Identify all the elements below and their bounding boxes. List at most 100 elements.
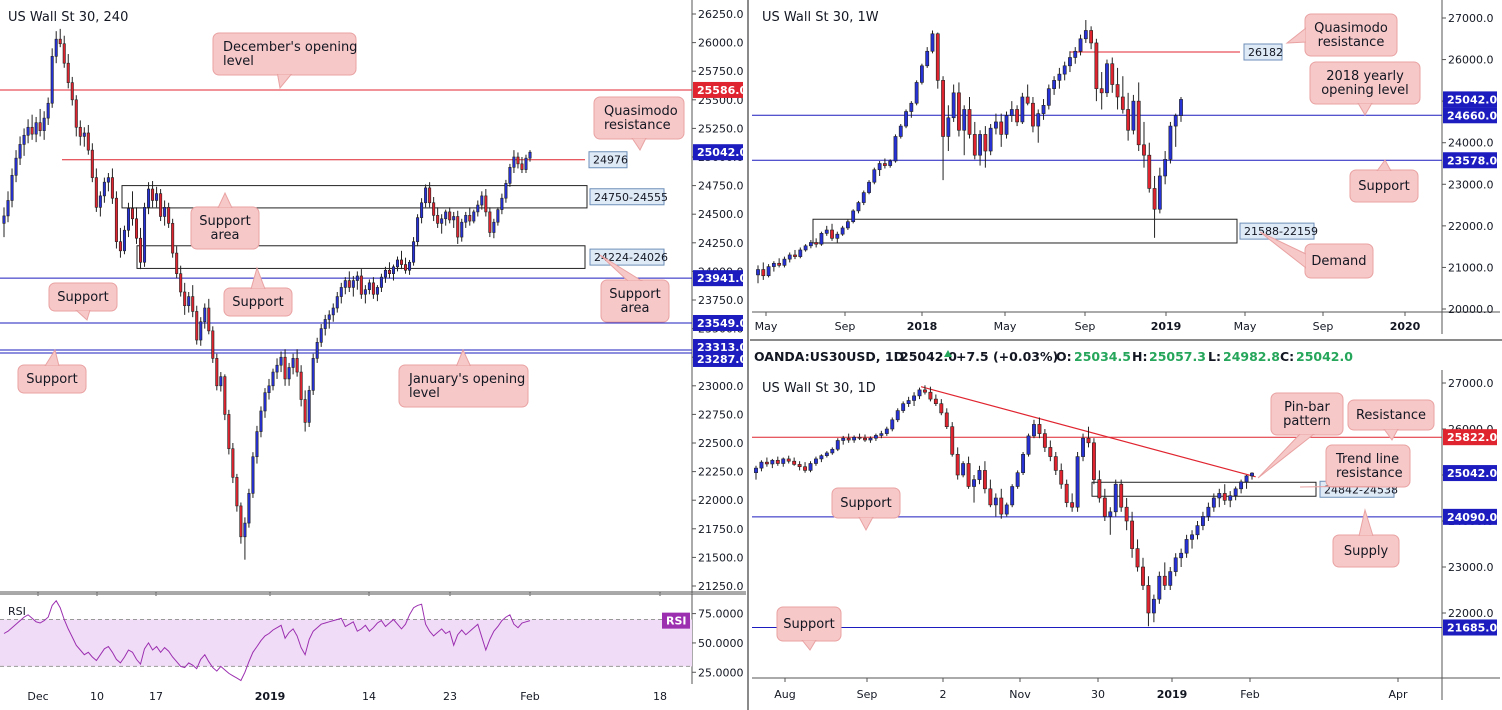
callout-text: level — [409, 386, 440, 401]
candle — [904, 111, 908, 127]
price-tag-label: 23941.0 — [697, 272, 747, 285]
candle — [1046, 88, 1051, 106]
candle — [375, 287, 379, 295]
price-tag-label: 24090.0 — [1447, 511, 1497, 524]
candle — [1062, 65, 1067, 75]
candle — [824, 452, 829, 456]
candle — [756, 269, 760, 276]
candle — [508, 166, 512, 184]
rsi-tick-label: 25.0000 — [698, 666, 744, 679]
candle — [219, 376, 223, 387]
price-tag-label: 25586.0 — [697, 84, 747, 97]
candle — [1041, 105, 1046, 114]
candle — [851, 210, 856, 223]
level-label: 24976 — [593, 154, 628, 167]
candle — [62, 43, 66, 64]
candle — [951, 92, 956, 119]
y-tick-label: 23000.0 — [698, 380, 744, 393]
callout-text: Support — [783, 617, 834, 632]
x-tick-label: May — [755, 320, 778, 333]
y-tick-label: 27000.0 — [1448, 377, 1494, 390]
x-tick-label: 10 — [90, 690, 104, 703]
candle — [1151, 598, 1156, 614]
candle — [267, 385, 271, 393]
candle — [939, 403, 944, 414]
callout-text: Trend line — [1335, 452, 1399, 467]
x-tick-label: May — [1234, 320, 1257, 333]
x-tick-label: 23 — [443, 690, 457, 703]
candle — [90, 149, 94, 178]
y-tick-label: 21750.0 — [698, 523, 744, 536]
price-tag — [1443, 508, 1497, 525]
y-tick-label: 22000.0 — [1448, 607, 1494, 620]
candle — [1026, 435, 1031, 455]
candle — [835, 440, 840, 450]
candle — [171, 223, 175, 254]
candle — [66, 62, 70, 83]
candle — [1053, 456, 1058, 471]
y-tick-label: 23000.0 — [1448, 561, 1494, 574]
callout-fill — [595, 98, 683, 138]
price-tag — [1443, 152, 1497, 169]
x-tick-label: 14 — [362, 690, 376, 703]
candle — [841, 437, 846, 441]
candle — [1004, 115, 1009, 135]
callout-text: level — [223, 54, 254, 69]
candle — [404, 264, 408, 271]
candle — [933, 398, 938, 405]
candle — [972, 479, 976, 487]
zone-label: 24750-24555 — [594, 191, 668, 204]
candle — [1110, 63, 1115, 85]
candle — [856, 202, 861, 212]
callout: Demand — [1259, 231, 1374, 279]
candle — [950, 426, 955, 455]
candle — [884, 428, 889, 434]
candles — [754, 385, 1254, 627]
candle — [1173, 115, 1178, 127]
candle — [343, 280, 347, 288]
candle — [1037, 424, 1042, 434]
candle — [291, 358, 295, 368]
chart-d1: US Wall St 30, 1D27000.026000.025000.024… — [752, 370, 1500, 701]
candle — [1015, 109, 1019, 123]
candle — [1102, 497, 1107, 517]
candle — [1120, 96, 1125, 110]
candle — [1228, 495, 1233, 501]
candle — [391, 266, 395, 274]
candle — [347, 280, 351, 288]
callout-fill — [778, 608, 840, 640]
candle — [898, 125, 903, 137]
candle — [1239, 481, 1244, 490]
candle — [110, 177, 114, 199]
candle — [868, 437, 873, 441]
candle — [452, 216, 456, 221]
candle — [26, 126, 30, 136]
candle — [480, 195, 484, 206]
candle — [928, 391, 933, 400]
candle — [1130, 520, 1135, 549]
x-tick-label: Sep — [835, 320, 856, 333]
callout-text: resistance — [1336, 466, 1403, 481]
candle — [78, 126, 82, 137]
price-tag-label: 25042.0 — [1447, 93, 1497, 106]
callout: Resistance — [1347, 399, 1435, 441]
candle — [175, 252, 179, 274]
y-tick-label: 26250.0 — [698, 8, 744, 21]
y-tick-label: 20000.0 — [1448, 303, 1494, 316]
y-tick-label: 22000.0 — [698, 494, 744, 507]
candle — [830, 448, 835, 454]
candle — [464, 215, 468, 223]
callout: Support — [17, 348, 87, 394]
candle — [1136, 100, 1141, 146]
zone-label: 24224-24026 — [594, 251, 668, 264]
callout-fill — [1306, 245, 1372, 277]
zone-box — [1091, 481, 1317, 497]
candle — [754, 467, 758, 474]
candle — [1004, 504, 1009, 515]
candle — [211, 330, 215, 359]
candle — [1083, 30, 1088, 40]
candle — [1094, 42, 1099, 89]
chart-h4: US Wall St 30, 240 26250.0 26000.0 25750.0 2… — [0, 0, 747, 703]
